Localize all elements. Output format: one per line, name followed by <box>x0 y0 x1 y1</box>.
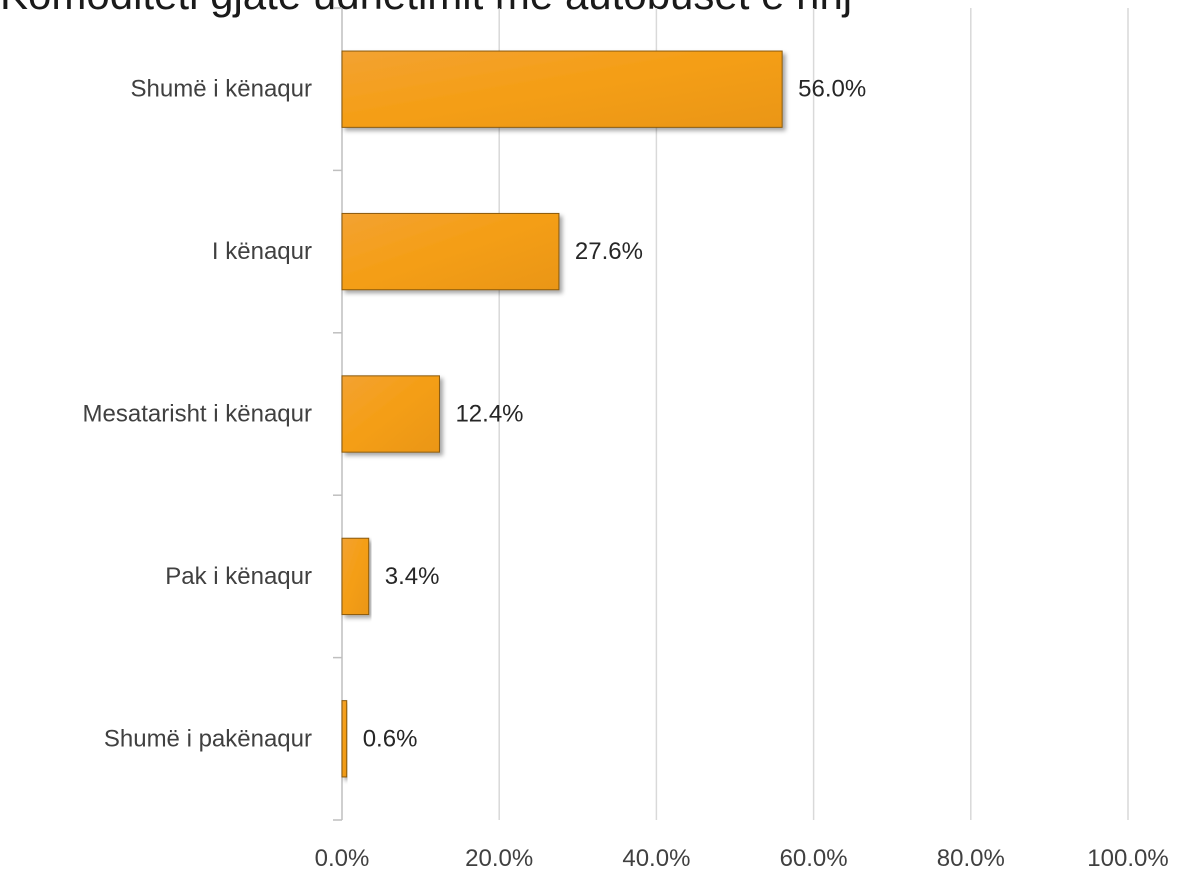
category-label: Pak i kënaqur <box>165 563 312 590</box>
category-label: Shumë i pakënaqur <box>104 725 312 752</box>
category-label: I kënaqur <box>212 238 312 265</box>
category-label: Shumë i kënaqur <box>131 76 312 103</box>
gridlines <box>498 8 1129 820</box>
bar <box>341 50 783 128</box>
value-label: 56.0% <box>798 76 866 103</box>
x-tick-label: 0.0% <box>315 845 370 872</box>
x-tick-label: 100.0% <box>1087 845 1168 872</box>
bar <box>341 212 560 291</box>
bars <box>341 50 783 778</box>
value-label: 3.4% <box>385 563 440 590</box>
category-label: Mesatarisht i kënaqur <box>83 401 312 428</box>
value-label: 0.6% <box>363 725 418 752</box>
category-axis <box>333 7 343 821</box>
value-label: 27.6% <box>575 238 643 265</box>
x-tick-label: 20.0% <box>465 845 533 872</box>
bar <box>341 537 370 616</box>
x-tick-label: 60.0% <box>780 845 848 872</box>
x-tick-label: 40.0% <box>622 845 690 872</box>
value-label: 12.4% <box>455 401 523 428</box>
chart-title: Komoditeti gjatë udhëtimit me autobusët … <box>0 0 1185 20</box>
bar <box>341 375 440 453</box>
x-tick-label: 80.0% <box>937 845 1005 872</box>
labels: 0.0% 20.0% 40.0% 60.0% 80.0% 100.0% Shumë i kë… <box>83 76 1169 872</box>
bar <box>341 700 348 778</box>
